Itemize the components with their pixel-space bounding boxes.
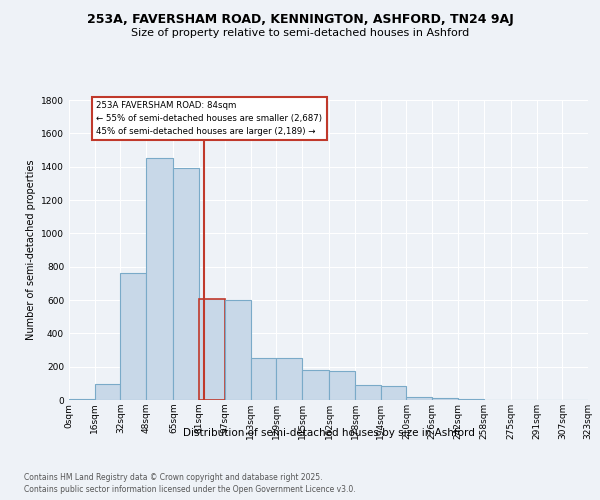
Bar xyxy=(173,168,199,400)
Bar xyxy=(95,384,121,400)
Y-axis label: Number of semi-detached properties: Number of semi-detached properties xyxy=(26,160,35,340)
Bar xyxy=(146,158,173,400)
Text: Distribution of semi-detached houses by size in Ashford: Distribution of semi-detached houses by … xyxy=(183,428,475,438)
Bar xyxy=(302,370,329,400)
Bar xyxy=(199,299,225,400)
Text: Contains public sector information licensed under the Open Government Licence v3: Contains public sector information licen… xyxy=(24,485,356,494)
Bar xyxy=(355,385,381,400)
Text: Size of property relative to semi-detached houses in Ashford: Size of property relative to semi-detach… xyxy=(131,28,469,38)
Bar xyxy=(406,396,432,400)
Bar xyxy=(329,371,355,400)
Bar xyxy=(251,358,276,400)
Bar xyxy=(69,399,95,400)
Bar xyxy=(121,274,146,400)
Text: 253A FAVERSHAM ROAD: 84sqm
← 55% of semi-detached houses are smaller (2,687)
45%: 253A FAVERSHAM ROAD: 84sqm ← 55% of semi… xyxy=(97,102,322,136)
Text: Contains HM Land Registry data © Crown copyright and database right 2025.: Contains HM Land Registry data © Crown c… xyxy=(24,472,323,482)
Text: 253A, FAVERSHAM ROAD, KENNINGTON, ASHFORD, TN24 9AJ: 253A, FAVERSHAM ROAD, KENNINGTON, ASHFOR… xyxy=(86,12,514,26)
Bar xyxy=(458,399,484,400)
Bar xyxy=(276,358,302,400)
Bar xyxy=(432,398,458,400)
Bar xyxy=(381,386,406,400)
Bar xyxy=(225,300,251,400)
